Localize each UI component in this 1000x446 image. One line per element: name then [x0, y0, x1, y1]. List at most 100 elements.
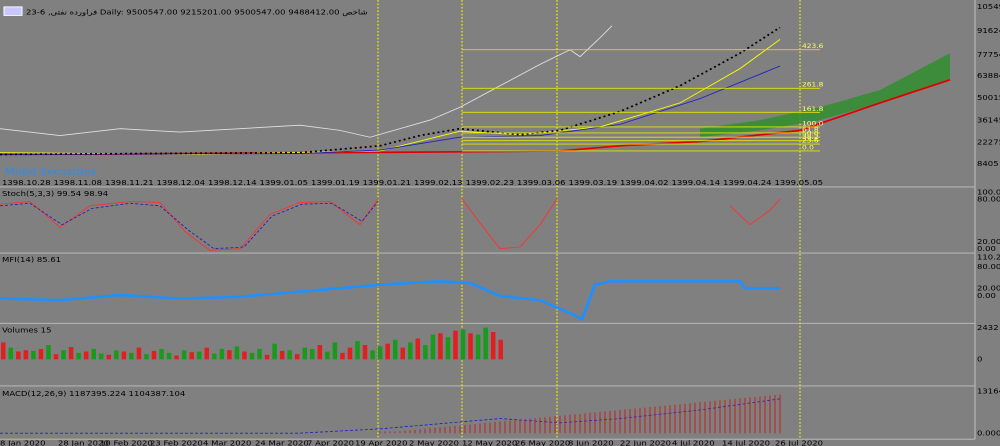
volume-bar [438, 333, 443, 360]
axis-label: 13164 [977, 387, 1000, 395]
volume-bar [272, 343, 277, 360]
volume-bar [355, 341, 360, 360]
macd-histogram [379, 394, 781, 434]
volume-bar [174, 355, 179, 360]
axis-label: 20.00 [977, 284, 1000, 292]
volume-bar [204, 347, 210, 360]
date-label: 1398.12.14 [208, 179, 257, 187]
volume-bar [385, 343, 390, 360]
volume-bar [151, 350, 157, 360]
volume-bar [483, 327, 488, 360]
fib-label: 423.6 [802, 43, 823, 50]
volume-bar [114, 350, 119, 360]
volume-bar [249, 352, 255, 360]
volume-bar [61, 350, 66, 360]
price-label: 36145 [977, 116, 1000, 124]
bottom-date: 24 Mar 2020 [255, 439, 309, 446]
volume-bar [16, 351, 21, 360]
volume-bar [1, 342, 6, 360]
bottom-date: 8 Jun 2020 [568, 439, 614, 446]
volume-bar [159, 348, 164, 360]
price-curves [0, 25, 951, 156]
fib-label: 61.8 [802, 126, 819, 133]
volume-bar [423, 345, 428, 360]
axis-label: 20.00 [977, 238, 1000, 246]
symbol-icon [3, 6, 23, 16]
date-label: 1398.12.04 [157, 179, 206, 187]
volume-bar [415, 338, 421, 360]
volume-bar [332, 342, 338, 360]
volume-bar [129, 352, 134, 360]
fib-label: 50.0 [802, 130, 819, 137]
volume-bar [430, 334, 436, 360]
volume-bar [189, 352, 194, 360]
date-label: 1398.11.08 [54, 179, 103, 187]
volume-bar [408, 342, 413, 360]
volume-bar [279, 350, 285, 360]
axis-label: 0.00 [977, 245, 996, 253]
volume-bar [475, 334, 481, 360]
date-label: 1399.02.13 [414, 179, 463, 187]
volume-bar [83, 351, 89, 360]
volume-bar [31, 350, 36, 360]
indicator-label: Stoch(5,3,3) 99.54 98.94 [2, 190, 108, 198]
volume-bar [377, 346, 383, 360]
date-label: 1399.01.05 [260, 179, 309, 187]
volume-bar [347, 347, 353, 360]
date-label: 1399.03.06 [517, 179, 566, 187]
date-label: 1399.04.14 [672, 179, 721, 187]
bottom-date: 22 Jun 2020 [620, 439, 671, 446]
indicator-label: MFI(14) 85.61 [2, 256, 61, 264]
macd-signal [0, 398, 781, 434]
bottom-date: 12 May 2020 [462, 439, 517, 446]
volume-bar [302, 347, 308, 360]
volume-bars [1, 327, 503, 360]
volume-bar [219, 348, 225, 360]
volume-bar [242, 351, 247, 360]
fib-label: 261.8 [802, 81, 823, 88]
fib-label: 0.0 [802, 144, 814, 151]
fib-label: 100.0 [802, 120, 823, 127]
bottom-date: 23 Feb 2020 [150, 439, 203, 446]
axis-label: 80.00 [977, 195, 1000, 203]
volume-bar [136, 347, 142, 360]
date-label: 1399.04.24 [723, 179, 772, 187]
mfi-line [0, 280, 780, 321]
volume-bar [340, 352, 345, 360]
volume-bar [144, 354, 149, 360]
axis-label: 2432 [977, 323, 999, 331]
axis-label: 110.25 [977, 253, 1000, 261]
bottom-date: 7 Apr 2020 [307, 439, 354, 446]
volume-bar [453, 330, 458, 360]
volume-bar [392, 339, 398, 360]
period-lines [377, 0, 801, 440]
axis-label: 100.00 [977, 188, 1000, 196]
price-label: 22275 [977, 138, 1000, 146]
volume-bar [498, 339, 503, 360]
price-label: 50015 [977, 94, 1000, 102]
volume-bar [257, 348, 262, 360]
volume-bar [98, 353, 104, 360]
volume-bar [181, 350, 187, 360]
volume-bar [294, 354, 300, 360]
axis-label: 0.00 [977, 292, 996, 300]
bottom-date: 26 Jul 2020 [775, 439, 823, 446]
bottom-date: 4 Mar 2020 [203, 439, 251, 446]
volume-bar [68, 346, 74, 360]
volume-bar [460, 329, 466, 360]
date-label: 1398.11.21 [105, 179, 154, 187]
volume-bar [400, 347, 405, 360]
bottom-date: 8 Jan 2020 [0, 439, 45, 446]
axis-label: 0.000 [977, 429, 1000, 437]
header: 23-6 ,فراورده نفتی Daily: 9500547.00 921… [26, 8, 368, 16]
volume-bar [53, 354, 59, 360]
indicator-label: MACD(12,26,9) 1187395.224 1104387.104 [2, 390, 185, 398]
volume-bar [8, 347, 14, 360]
price-label: 105490 [977, 3, 1000, 11]
volume-bar [38, 348, 44, 360]
price-label: 91624 [977, 27, 1000, 35]
volume-bar [362, 345, 368, 360]
bottom-date: 10 Feb 2020 [100, 439, 153, 446]
